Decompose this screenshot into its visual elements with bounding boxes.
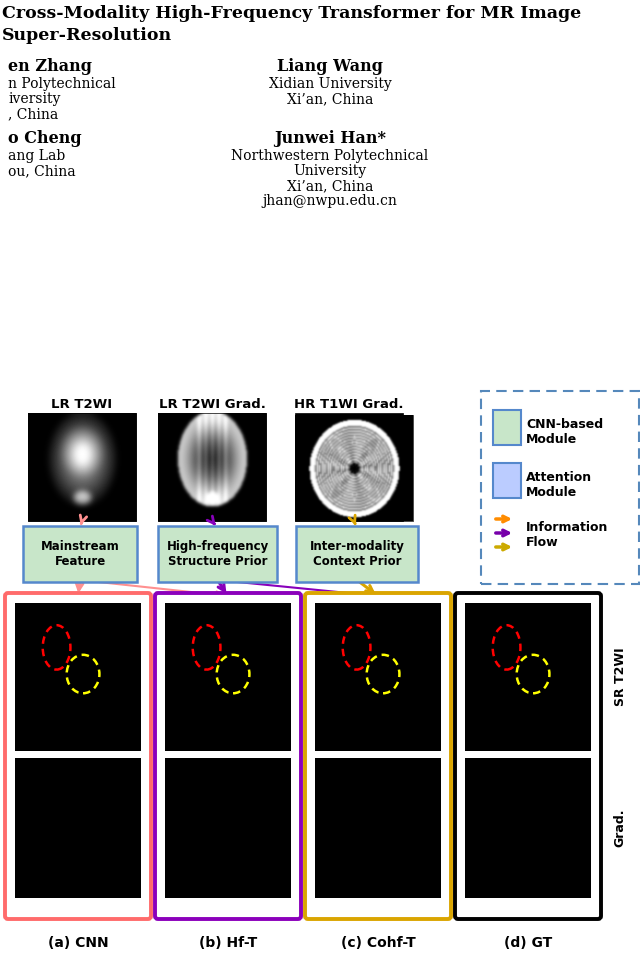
Text: Super-Resolution: Super-Resolution — [2, 27, 172, 44]
Text: Inter-modality
Context Prior: Inter-modality Context Prior — [310, 540, 404, 568]
FancyBboxPatch shape — [158, 526, 277, 582]
Text: iversity: iversity — [8, 92, 60, 106]
FancyBboxPatch shape — [23, 526, 137, 582]
Bar — [158, 413, 266, 521]
FancyBboxPatch shape — [493, 410, 521, 445]
Text: LR T2WI: LR T2WI — [51, 398, 113, 411]
FancyBboxPatch shape — [305, 593, 451, 919]
Text: (a) CNN: (a) CNN — [48, 936, 108, 950]
Bar — [295, 413, 403, 521]
Bar — [28, 413, 136, 521]
Text: CNN-based
Module: CNN-based Module — [526, 418, 603, 446]
Bar — [465, 603, 591, 751]
FancyBboxPatch shape — [493, 463, 521, 498]
Text: University: University — [293, 164, 367, 178]
Bar — [465, 758, 591, 898]
Text: High-frequency
Structure Prior: High-frequency Structure Prior — [166, 540, 269, 568]
Text: Liang Wang: Liang Wang — [277, 58, 383, 75]
Text: ang Lab: ang Lab — [8, 149, 65, 163]
Bar — [15, 758, 141, 898]
Text: SR T2WI: SR T2WI — [614, 647, 627, 707]
FancyBboxPatch shape — [481, 391, 639, 584]
Bar — [165, 758, 291, 898]
Text: en Zhang: en Zhang — [8, 58, 92, 75]
Text: Northwestern Polytechnical: Northwestern Polytechnical — [232, 149, 429, 163]
Bar — [465, 758, 591, 898]
Bar — [315, 758, 441, 898]
Bar — [15, 603, 141, 751]
Text: (b) Hf-T: (b) Hf-T — [199, 936, 257, 950]
Text: Junwei Han*: Junwei Han* — [274, 130, 386, 147]
Bar — [165, 603, 291, 751]
Text: Xi’an, China: Xi’an, China — [287, 179, 373, 193]
Text: ou, China: ou, China — [8, 164, 76, 178]
Bar — [465, 603, 591, 751]
Bar — [315, 758, 441, 898]
Bar — [295, 415, 413, 521]
Text: Mainstream
Feature: Mainstream Feature — [40, 540, 120, 568]
Bar — [165, 603, 291, 751]
Bar — [15, 603, 141, 751]
Text: Xi’an, China: Xi’an, China — [287, 92, 373, 106]
Text: Information
Flow: Information Flow — [526, 521, 609, 549]
Text: Attention
Module: Attention Module — [526, 471, 592, 499]
Bar — [315, 603, 441, 751]
Text: n Polytechnical: n Polytechnical — [8, 77, 116, 91]
Text: Grad.: Grad. — [614, 808, 627, 847]
Bar — [158, 413, 266, 521]
Bar — [15, 758, 141, 898]
Text: jhan@nwpu.edu.cn: jhan@nwpu.edu.cn — [262, 194, 397, 208]
Text: LR T2WI Grad.: LR T2WI Grad. — [159, 398, 266, 411]
Text: Xidian University: Xidian University — [269, 77, 392, 91]
Bar — [165, 758, 291, 898]
Text: (d) GT: (d) GT — [504, 936, 552, 950]
FancyBboxPatch shape — [455, 593, 601, 919]
Bar — [28, 413, 136, 521]
Text: , China: , China — [8, 107, 58, 121]
Text: HR T1WI Grad.: HR T1WI Grad. — [294, 398, 404, 411]
Text: o Cheng: o Cheng — [8, 130, 82, 147]
FancyBboxPatch shape — [296, 526, 418, 582]
FancyBboxPatch shape — [155, 593, 301, 919]
FancyBboxPatch shape — [5, 593, 151, 919]
Text: (c) Cohf-T: (c) Cohf-T — [340, 936, 415, 950]
Bar — [315, 603, 441, 751]
Text: Cross-Modality High-Frequency Transformer for MR Image: Cross-Modality High-Frequency Transforme… — [2, 5, 581, 22]
